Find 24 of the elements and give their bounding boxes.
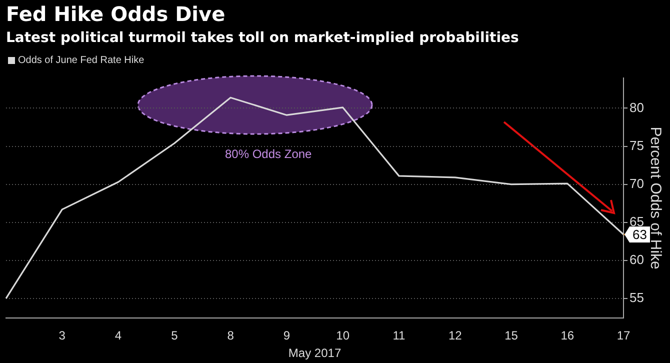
x-tick-label: 15 (504, 328, 518, 343)
chart-title: Fed Hike Odds Dive (6, 2, 226, 26)
x-axis-title: May 2017 (288, 346, 342, 360)
x-tick-label: 8 (227, 328, 234, 343)
y-tick-label: 65 (630, 214, 644, 229)
y-axis-title: Percent Odds of Hike (646, 126, 664, 270)
x-tick-label: 12 (448, 328, 462, 343)
y-tick-label: 80 (630, 100, 644, 115)
y-tick-label: 70 (630, 176, 644, 191)
legend-label: Odds of June Fed Rate Hike (18, 55, 144, 66)
chart-subtitle: Latest political turmoil takes toll on market-implied probabilities (6, 30, 519, 46)
data-label: 63 (632, 227, 648, 242)
y-tick-label: 55 (630, 290, 644, 305)
x-tick-label: 9 (283, 328, 290, 343)
y-tick-label: 60 (630, 252, 644, 267)
x-tick-label: 16 (560, 328, 574, 343)
x-tick-label: 11 (392, 328, 406, 343)
x-tick-label: 10 (336, 328, 350, 343)
x-tick-label: 17 (616, 328, 631, 343)
x-tick-label: 3 (58, 328, 66, 343)
annotation: 80% Odds Zone (225, 147, 312, 161)
y-tick-label: 75 (630, 138, 644, 153)
x-tick-label: 4 (114, 328, 122, 343)
x-tick-label: 5 (171, 328, 178, 343)
